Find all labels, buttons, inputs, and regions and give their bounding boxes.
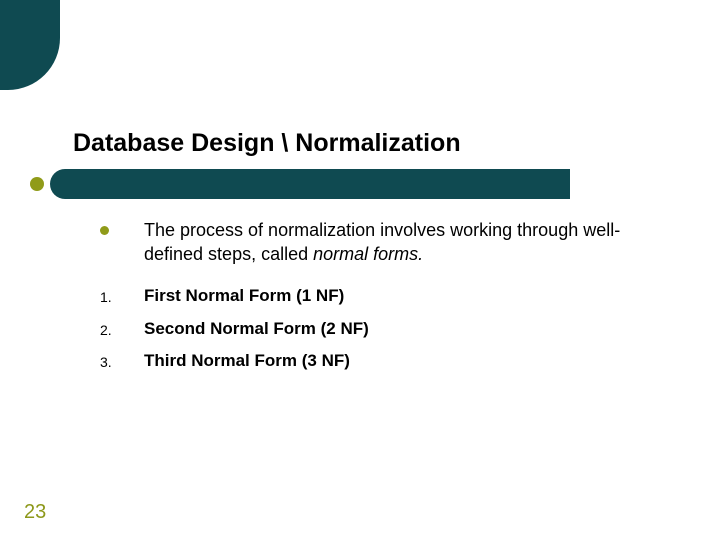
- list-text-3: Third Normal Form (3 NF): [144, 350, 650, 373]
- list-marker-3: 3.: [100, 350, 144, 370]
- slide-title: Database Design \ Normalization: [73, 129, 461, 158]
- title-bar-dot: [30, 177, 44, 191]
- intro-row: The process of normalization involves wo…: [100, 218, 650, 267]
- page-number: 23: [24, 501, 46, 524]
- list-item: 3. Third Normal Form (3 NF): [100, 350, 650, 373]
- list-text-2: Second Normal Form (2 NF): [144, 318, 650, 341]
- corner-decor: [0, 0, 60, 90]
- list-marker-1: 1.: [100, 285, 144, 305]
- slide-body: The process of normalization involves wo…: [100, 218, 650, 383]
- list-item: 1. First Normal Form (1 NF): [100, 285, 650, 308]
- list-item: 2. Second Normal Form (2 NF): [100, 318, 650, 341]
- intro-italic-term: normal forms.: [313, 244, 423, 264]
- bullet-icon: [100, 218, 144, 238]
- intro-text: The process of normalization involves wo…: [144, 218, 650, 267]
- slide: Database Design \ Normalization The proc…: [0, 0, 720, 540]
- list-text-1: First Normal Form (1 NF): [144, 285, 650, 308]
- title-underline-bar: [50, 169, 570, 199]
- list-marker-2: 2.: [100, 318, 144, 338]
